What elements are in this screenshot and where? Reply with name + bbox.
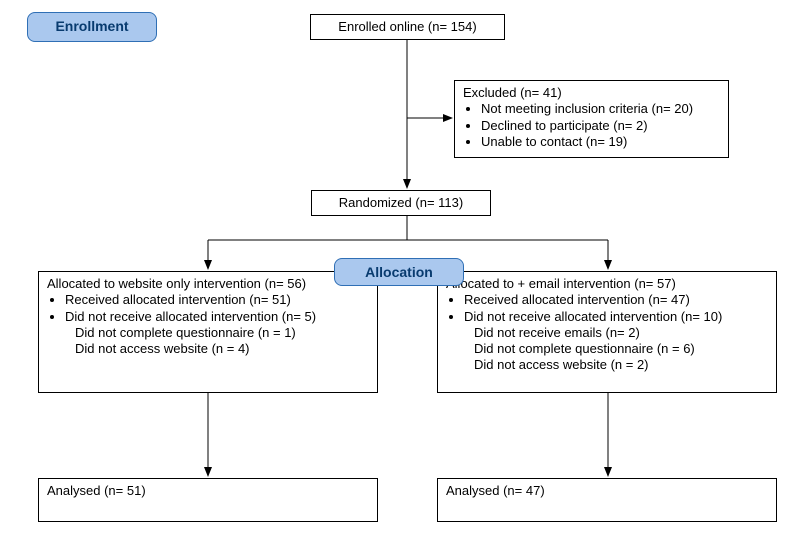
- excluded-box: Excluded (n= 41) Not meeting inclusion c…: [454, 80, 729, 158]
- allocation-label: Allocation: [334, 258, 464, 286]
- alloc-left-list: Received allocated intervention (n= 51) …: [47, 292, 369, 325]
- analysed-left-text: Analysed (n= 51): [47, 483, 146, 498]
- alloc-right-line1: Allocated to + email intervention (n= 57…: [446, 276, 768, 292]
- enrollment-label: Enrollment: [27, 12, 157, 42]
- alloc-right-recv: Received allocated intervention (n= 47): [464, 292, 768, 308]
- excluded-title: Excluded (n= 41): [463, 85, 720, 101]
- alloc-right-sub3: Did not access website (n = 2): [446, 357, 768, 373]
- alloc-left-recv: Received allocated intervention (n= 51): [65, 292, 369, 308]
- allocation-right-box: Allocated to + email intervention (n= 57…: [437, 271, 777, 393]
- flowchart-canvas: Enrollment Enrolled online (n= 154) Excl…: [0, 0, 791, 539]
- alloc-left-sub2: Did not access website (n = 4): [47, 341, 369, 357]
- excluded-item-1: Not meeting inclusion criteria (n= 20): [481, 101, 720, 117]
- alloc-right-sub1: Did not receive emails (n= 2): [446, 325, 768, 341]
- excluded-item-3: Unable to contact (n= 19): [481, 134, 720, 150]
- alloc-left-notrecv: Did not receive allocated intervention (…: [65, 309, 369, 325]
- alloc-right-sub2: Did not complete questionnaire (n = 6): [446, 341, 768, 357]
- randomized-box: Randomized (n= 113): [311, 190, 491, 216]
- alloc-left-line1: Allocated to website only intervention (…: [47, 276, 369, 292]
- randomized-text: Randomized (n= 113): [339, 195, 463, 210]
- analysed-right-text: Analysed (n= 47): [446, 483, 545, 498]
- alloc-right-list: Received allocated intervention (n= 47) …: [446, 292, 768, 325]
- enrolled-box: Enrolled online (n= 154): [310, 14, 505, 40]
- excluded-item-2: Declined to participate (n= 2): [481, 118, 720, 134]
- enrolled-text: Enrolled online (n= 154): [338, 19, 476, 34]
- analysed-right-box: Analysed (n= 47): [437, 478, 777, 522]
- excluded-list: Not meeting inclusion criteria (n= 20) D…: [463, 101, 720, 150]
- analysed-left-box: Analysed (n= 51): [38, 478, 378, 522]
- alloc-left-sub1: Did not complete questionnaire (n = 1): [47, 325, 369, 341]
- allocation-left-box: Allocated to website only intervention (…: [38, 271, 378, 393]
- alloc-right-notrecv: Did not receive allocated intervention (…: [464, 309, 768, 325]
